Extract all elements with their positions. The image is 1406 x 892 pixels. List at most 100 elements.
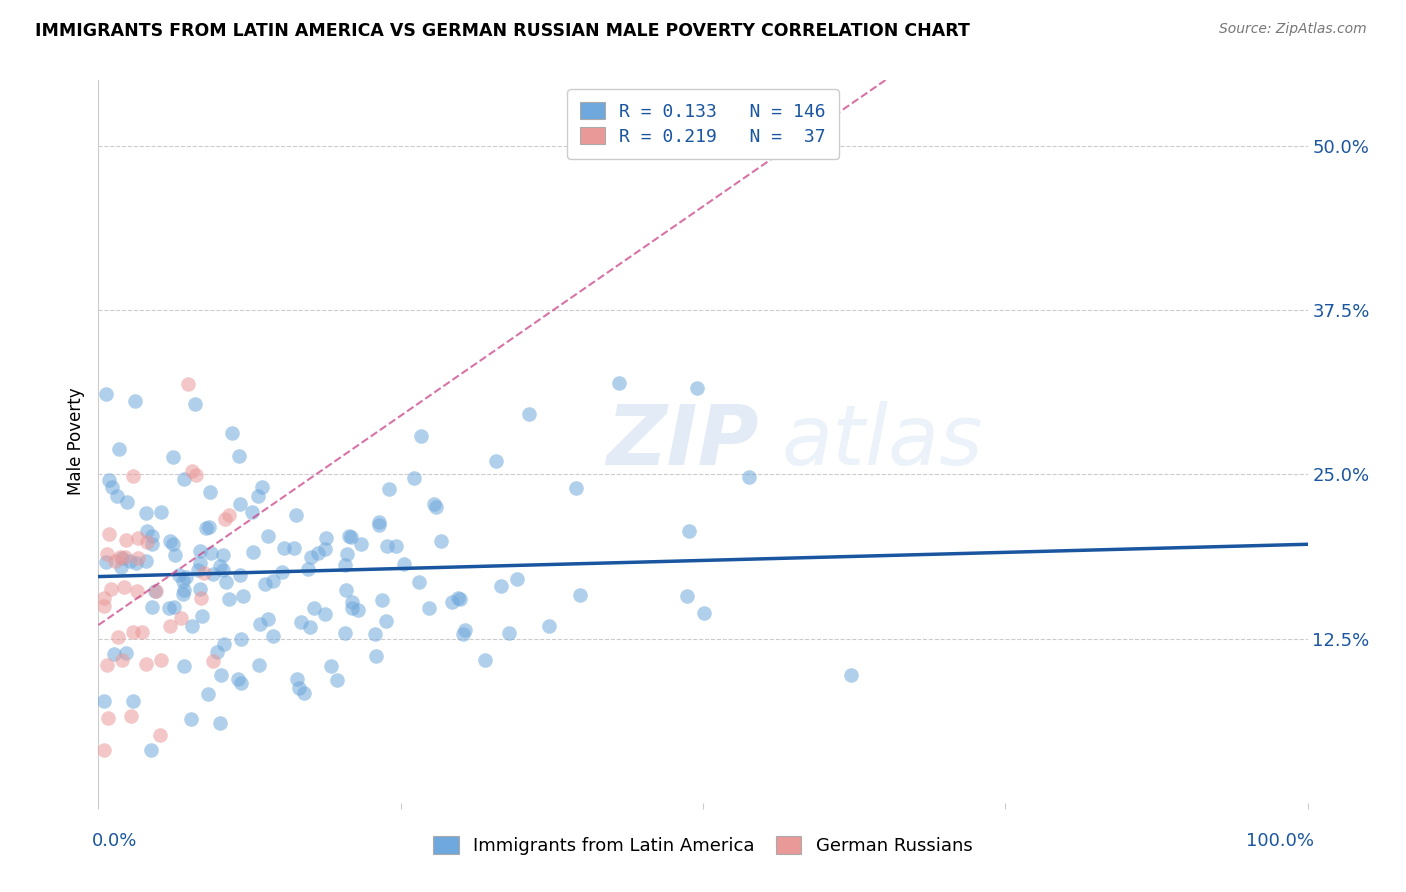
Text: 0.0%: 0.0% bbox=[93, 832, 138, 850]
Point bbox=[172, 586, 194, 600]
Point bbox=[337, 529, 360, 543]
Point bbox=[371, 592, 394, 607]
Text: Source: ZipAtlas.com: Source: ZipAtlas.com bbox=[1219, 22, 1367, 37]
Point bbox=[408, 575, 430, 590]
Point bbox=[93, 591, 115, 605]
Point bbox=[176, 570, 198, 584]
Point bbox=[190, 591, 212, 606]
Point bbox=[290, 615, 312, 629]
Point bbox=[302, 600, 325, 615]
Point bbox=[100, 582, 122, 596]
Point bbox=[321, 659, 343, 673]
Point bbox=[200, 546, 222, 560]
Point bbox=[675, 589, 697, 603]
Point bbox=[273, 541, 295, 555]
Point bbox=[187, 563, 209, 577]
Point bbox=[453, 626, 475, 640]
Point bbox=[170, 611, 193, 625]
Point bbox=[340, 595, 363, 609]
Point bbox=[228, 450, 250, 464]
Point bbox=[143, 584, 166, 599]
Point bbox=[538, 618, 561, 632]
Point bbox=[108, 550, 131, 565]
Point bbox=[447, 591, 470, 606]
Point bbox=[366, 649, 388, 664]
Point bbox=[232, 589, 254, 603]
Point bbox=[141, 537, 163, 551]
Point bbox=[110, 559, 132, 574]
Point bbox=[103, 648, 125, 662]
Point bbox=[136, 535, 159, 549]
Point bbox=[201, 654, 224, 668]
Point bbox=[205, 645, 228, 659]
Point bbox=[333, 626, 356, 640]
Point bbox=[441, 595, 464, 609]
Point bbox=[208, 559, 231, 574]
Point bbox=[247, 489, 270, 503]
Point bbox=[125, 583, 148, 598]
Y-axis label: Male Poverty: Male Poverty bbox=[66, 388, 84, 495]
Point bbox=[283, 541, 305, 556]
Point bbox=[93, 599, 115, 614]
Point bbox=[211, 548, 233, 562]
Point bbox=[314, 542, 336, 557]
Point bbox=[201, 566, 224, 581]
Point bbox=[114, 533, 136, 547]
Point bbox=[218, 508, 240, 523]
Point bbox=[111, 653, 134, 667]
Point bbox=[519, 408, 541, 422]
Point bbox=[298, 620, 321, 634]
Point bbox=[474, 653, 496, 667]
Point bbox=[685, 381, 707, 395]
Point bbox=[249, 617, 271, 632]
Point bbox=[122, 625, 145, 640]
Point bbox=[120, 709, 142, 723]
Point bbox=[350, 537, 373, 551]
Point bbox=[221, 425, 243, 440]
Point bbox=[340, 601, 363, 615]
Point bbox=[167, 568, 190, 582]
Point bbox=[307, 546, 329, 560]
Point bbox=[101, 480, 124, 494]
Point bbox=[242, 505, 264, 519]
Point bbox=[250, 480, 273, 494]
Point bbox=[347, 603, 370, 617]
Point bbox=[98, 473, 121, 487]
Point bbox=[149, 505, 172, 519]
Point bbox=[162, 537, 184, 551]
Point bbox=[193, 566, 215, 581]
Point bbox=[94, 387, 117, 401]
Point bbox=[96, 547, 118, 561]
Point bbox=[173, 472, 195, 486]
Point bbox=[301, 549, 323, 564]
Point bbox=[228, 568, 250, 582]
Point bbox=[208, 716, 231, 731]
Point bbox=[378, 483, 401, 497]
Point bbox=[212, 637, 235, 651]
Point bbox=[135, 506, 157, 520]
Point bbox=[229, 676, 252, 690]
Point bbox=[215, 574, 238, 589]
Point bbox=[607, 376, 630, 390]
Point bbox=[218, 592, 240, 607]
Point bbox=[418, 600, 440, 615]
Point bbox=[326, 673, 349, 687]
Point bbox=[163, 548, 186, 562]
Point bbox=[839, 668, 862, 682]
Point bbox=[211, 667, 233, 681]
Point bbox=[93, 694, 115, 708]
Point bbox=[188, 582, 211, 596]
Point bbox=[404, 471, 426, 485]
Point bbox=[172, 574, 194, 589]
Point bbox=[173, 582, 195, 597]
Point bbox=[226, 672, 249, 686]
Point bbox=[93, 743, 115, 757]
Point bbox=[141, 599, 163, 614]
Point bbox=[262, 574, 284, 588]
Point bbox=[392, 557, 415, 571]
Text: ZIP: ZIP bbox=[606, 401, 759, 482]
Point bbox=[190, 556, 212, 570]
Point bbox=[498, 626, 520, 640]
Point bbox=[112, 580, 135, 594]
Point bbox=[149, 728, 172, 742]
